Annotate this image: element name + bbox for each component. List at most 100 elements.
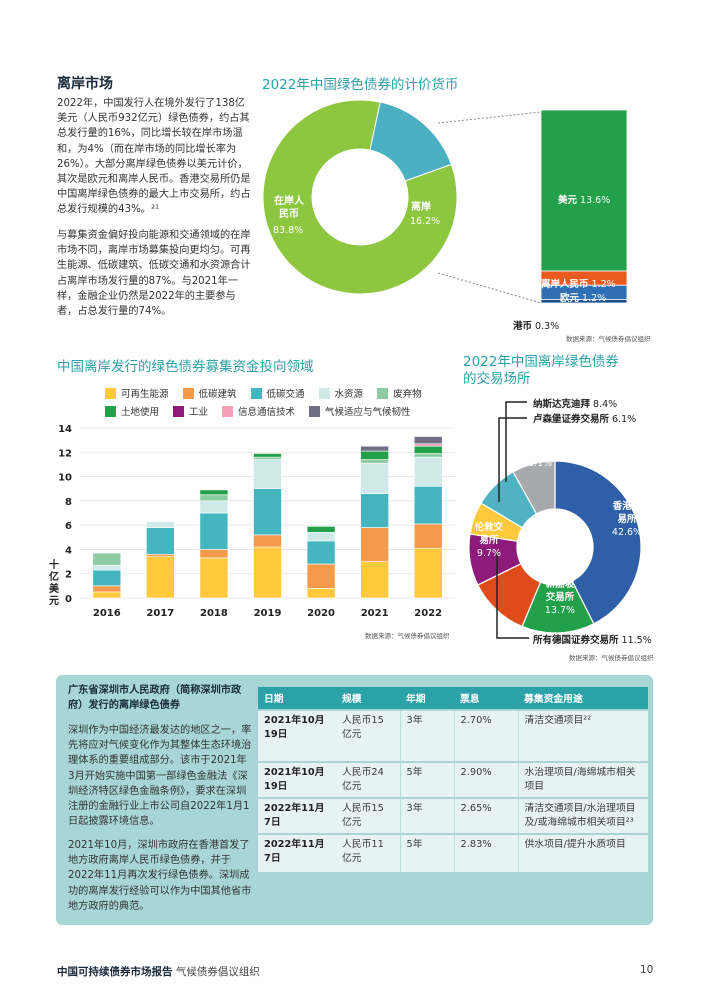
bond-table: 日期 规模 年期 票息 募集资金用途 2021年10月19日 人民币15亿元 3… bbox=[258, 687, 648, 872]
y-tick-label: 14 bbox=[58, 424, 72, 435]
header-coupon: 票息 bbox=[454, 687, 518, 710]
x-tick-label: 2019 bbox=[254, 608, 282, 619]
legend-label: 工业 bbox=[189, 404, 208, 418]
row-use: 清洁交通项目²² bbox=[518, 710, 648, 762]
x-tick-label: 2017 bbox=[146, 608, 174, 619]
legend-swatch bbox=[377, 388, 388, 399]
bar-segment bbox=[254, 454, 282, 458]
hkd-label: 港币 0.3% bbox=[513, 318, 559, 332]
legend-label: 废弃物 bbox=[393, 386, 422, 400]
bar-segment bbox=[414, 548, 442, 598]
y-tick-label: 0 bbox=[65, 594, 72, 605]
legend-item: 水资源 bbox=[319, 386, 364, 400]
legend-label: 水资源 bbox=[335, 386, 364, 400]
bar-segment bbox=[414, 444, 442, 446]
row-size: 人民币11亿元 bbox=[336, 834, 400, 872]
footer-title: 中国可持续债券市场报告 气候债券倡议组织 bbox=[57, 964, 260, 979]
row-term: 3年 bbox=[400, 710, 454, 762]
bar-segment bbox=[307, 564, 335, 588]
bar-segment bbox=[361, 463, 389, 493]
bar-segment bbox=[254, 457, 282, 459]
bar-segment bbox=[93, 570, 121, 586]
other-label: 其他 8.1% bbox=[528, 444, 550, 469]
usd-label: 美元 13.6% bbox=[558, 192, 610, 206]
row-term: 3年 bbox=[400, 798, 454, 834]
legend-item: 低碳建筑 bbox=[183, 386, 237, 400]
legend-swatch bbox=[251, 388, 262, 399]
y-tick-label: 10 bbox=[58, 473, 72, 484]
lse-label: 伦敦交 易所 9.7% bbox=[472, 521, 506, 560]
legend-item: 低碳交通 bbox=[251, 386, 305, 400]
table-row: 2021年10月19日 人民币15亿元 3年 2.70% 清洁交通项目²² bbox=[258, 710, 648, 762]
bar-segment bbox=[146, 522, 174, 528]
legend-label: 低碳交通 bbox=[267, 386, 305, 400]
table-row: 2021年10月19日 人民币24亿元 5年 2.90% 水治理项目/海绵城市相… bbox=[258, 762, 648, 798]
cnh-label: 离岸人民币 1.2% bbox=[541, 276, 616, 290]
bar-segment bbox=[254, 460, 282, 489]
row-coupon: 2.83% bbox=[454, 834, 518, 872]
bar-segment bbox=[361, 562, 389, 598]
hkex-label: 香港交 易所 42.6% bbox=[607, 500, 647, 539]
bar-segment bbox=[361, 446, 389, 451]
legend-item: 土地使用 bbox=[105, 404, 159, 418]
currency-chart-title: 2022年中国绿色债券的计价货币 bbox=[262, 73, 458, 93]
bar-segment bbox=[200, 513, 228, 549]
row-date: 2022年11月7日 bbox=[258, 834, 336, 872]
currency-chart: 在岸人民币 83.8% 离岸 16.2% bbox=[250, 100, 670, 345]
shenzhen-title: 广东省深圳市人民政府（简称深圳市政府）发行的离岸绿色债券 bbox=[68, 683, 252, 713]
y-tick-label: 12 bbox=[58, 448, 72, 459]
shenzhen-paragraph-1: 深圳作为中国经济最发达的地区之一，率先将应对气候变化作为其整体生态环境治理体系的… bbox=[68, 723, 252, 829]
bar-segment bbox=[200, 549, 228, 558]
bar-segment bbox=[414, 454, 442, 458]
bar-segment bbox=[254, 535, 282, 547]
legend-label: 信息通信技术 bbox=[238, 404, 295, 418]
x-tick-label: 2022 bbox=[414, 608, 442, 619]
bar-segment bbox=[361, 451, 389, 460]
row-use: 水治理项目/海绵城市相关项目 bbox=[518, 762, 648, 798]
currency-bar-segment bbox=[541, 110, 627, 271]
bar-segment bbox=[93, 586, 121, 592]
exchange-chart-title: 2022年中国离岸绿色债券 的交易场所 bbox=[463, 354, 619, 388]
offshore-title: 离岸市场 bbox=[57, 73, 113, 93]
bar-segment bbox=[361, 460, 389, 464]
legend-item: 废弃物 bbox=[377, 386, 422, 400]
header-date: 日期 bbox=[258, 687, 336, 710]
bar-segment bbox=[307, 588, 335, 598]
bar-segment bbox=[146, 554, 174, 556]
legend-swatch bbox=[309, 406, 320, 417]
bar-segment bbox=[307, 526, 335, 532]
row-size: 人民币15亿元 bbox=[336, 798, 400, 834]
connector-line-top bbox=[438, 112, 541, 123]
bar-segment bbox=[361, 494, 389, 528]
use-bar-chart: 02468101214 2016 2017 2018 2019 2020 2021 2022 bbox=[50, 418, 460, 628]
row-use: 清洁交通项目/水治理项目及/或海绵城市相关项目²³ bbox=[518, 798, 648, 834]
legend-item: 信息通信技术 bbox=[222, 404, 295, 418]
legend-label: 气候适应与气候韧性 bbox=[325, 404, 411, 418]
page-number: 10 bbox=[640, 964, 653, 976]
table-row: 2022年11月7日 人民币11亿元 5年 2.83% 供水项目/提升水质项目 bbox=[258, 834, 648, 872]
luxembourg-label: 卢森堡证券交易所 6.1% bbox=[533, 411, 636, 425]
x-tick-label: 2021 bbox=[361, 608, 389, 619]
row-use: 供水项目/提升水质项目 bbox=[518, 834, 648, 872]
x-tick-label: 2018 bbox=[200, 608, 228, 619]
row-date: 2021年10月19日 bbox=[258, 762, 336, 798]
bar-segment bbox=[146, 557, 174, 598]
row-term: 5年 bbox=[400, 762, 454, 798]
bar-segment bbox=[93, 592, 121, 598]
header-term: 年期 bbox=[400, 687, 454, 710]
legend-label: 可再生能源 bbox=[121, 386, 169, 400]
row-date: 2021年10月19日 bbox=[258, 710, 336, 762]
header-use: 募集资金用途 bbox=[518, 687, 648, 710]
connector-line-bottom bbox=[438, 273, 541, 303]
legend-swatch bbox=[105, 406, 116, 417]
bar-segment bbox=[93, 565, 121, 570]
bar-segment bbox=[200, 558, 228, 598]
table-row: 2022年11月7日 人民币15亿元 3年 2.65% 清洁交通项目/水治理项目… bbox=[258, 798, 648, 834]
legend-label: 土地使用 bbox=[121, 404, 159, 418]
bar-segment bbox=[414, 486, 442, 524]
y-tick-label: 2 bbox=[65, 570, 72, 581]
bar-segment bbox=[93, 553, 121, 565]
nasdaq-label: 纳斯达克迪拜 8.4% bbox=[533, 396, 617, 410]
row-coupon: 2.65% bbox=[454, 798, 518, 834]
sgx-label: 新加坡 交易所 13.7% bbox=[540, 578, 580, 617]
